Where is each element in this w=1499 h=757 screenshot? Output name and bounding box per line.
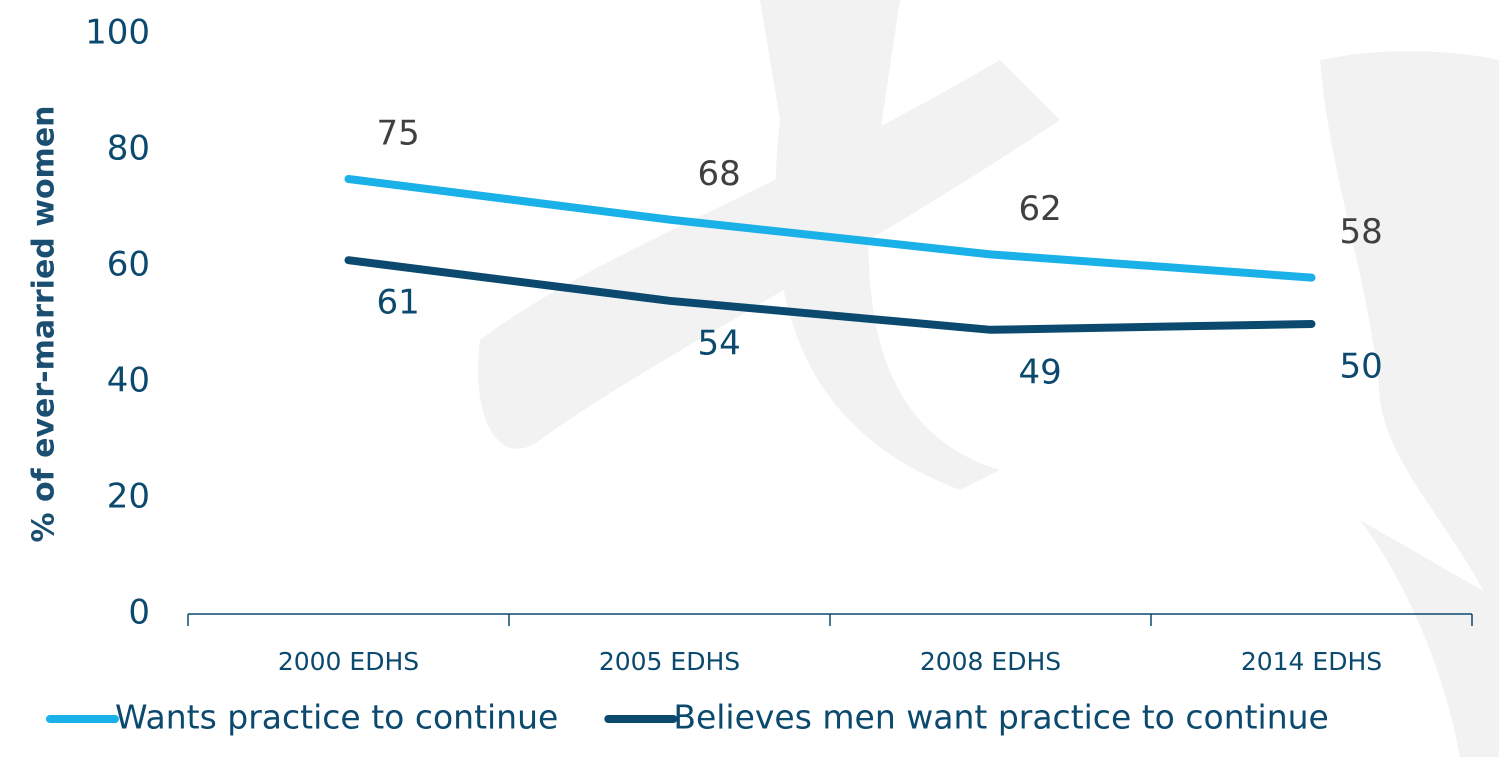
- y-tick-label: 40: [107, 361, 150, 401]
- y-tick-label: 100: [85, 13, 150, 53]
- data-label: 58: [1340, 212, 1383, 252]
- data-label: 75: [377, 114, 420, 154]
- x-tick-label: 2000 EDHS: [278, 647, 419, 676]
- data-label: 54: [698, 323, 741, 363]
- data-label: 68: [698, 154, 741, 194]
- y-tick-label: 80: [107, 129, 150, 169]
- watermark: [478, 0, 1499, 757]
- line: [344, 175, 1316, 282]
- x-tick-label: 2005 EDHS: [599, 647, 740, 676]
- data-label: 50: [1340, 347, 1383, 387]
- data-label: 62: [1019, 189, 1062, 229]
- x-tick-label: 2014 EDHS: [1241, 647, 1382, 676]
- y-axis-label: % of ever-married women: [27, 105, 62, 542]
- legend-label: Believes men want practice to continue: [673, 698, 1329, 737]
- data-label: 61: [377, 283, 420, 323]
- data-label: 49: [1019, 352, 1062, 392]
- y-tick-label: 60: [107, 245, 150, 285]
- y-tick-label: 20: [107, 477, 150, 517]
- legend-label: Wants practice to continue: [115, 698, 558, 737]
- x-tick-label: 2008 EDHS: [920, 647, 1061, 676]
- line: [344, 256, 1316, 334]
- y-tick-label: 0: [128, 593, 150, 633]
